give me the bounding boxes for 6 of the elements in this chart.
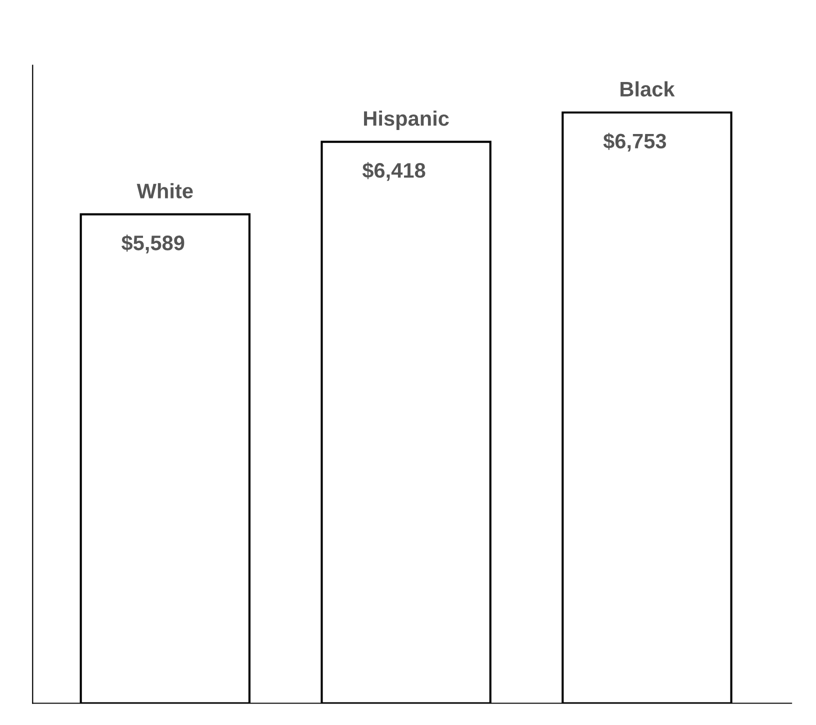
data-label: $6,753 — [603, 132, 666, 152]
x-tick-label: White — [136, 183, 193, 198]
data-label: $5,589 — [122, 234, 184, 254]
x-tick-label: Black — [620, 81, 675, 97]
x-tick-label: Hispanic — [364, 110, 449, 130]
data-label: $6,418 — [362, 162, 426, 181]
